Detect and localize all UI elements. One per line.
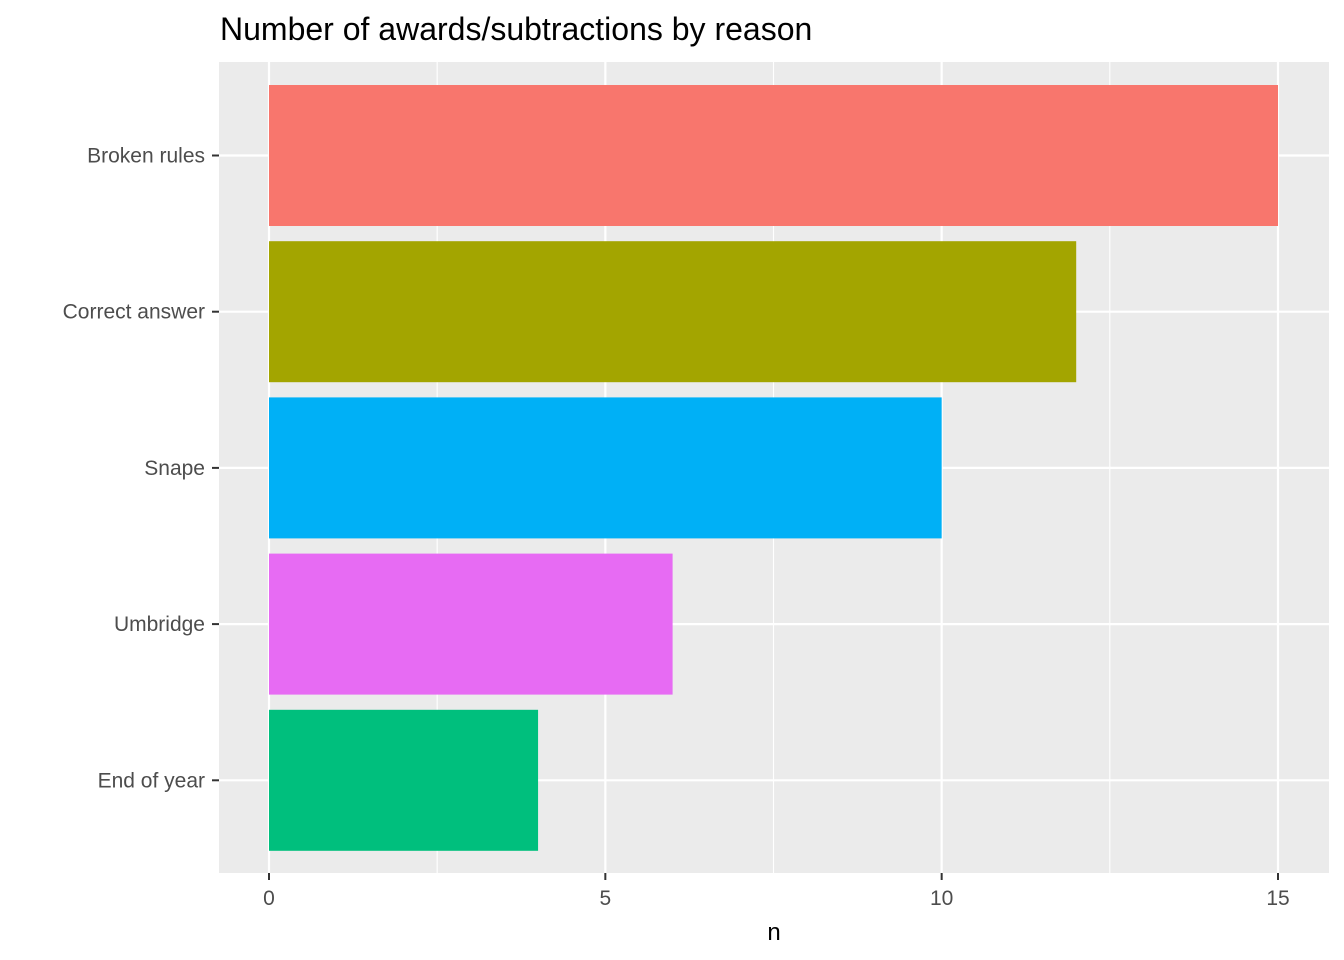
bar	[269, 709, 539, 851]
x-tick-label: 5	[599, 887, 611, 910]
x-tick-label: 15	[1266, 887, 1289, 910]
y-tick-label: Snape	[144, 457, 205, 480]
bar	[269, 397, 942, 539]
x-tick-label: 0	[263, 887, 275, 910]
bar	[269, 85, 1278, 226]
y-tick-label: Correct answer	[63, 301, 205, 324]
y-tick-label: Broken rules	[87, 145, 205, 168]
bar	[269, 553, 673, 695]
y-tick-label: Umbridge	[114, 613, 205, 636]
y-tick-label: End of year	[98, 769, 205, 792]
chart-title: Number of awards/subtractions by reason	[220, 11, 812, 47]
y-axis: Broken rules Correct answer Snape Umbridge E…	[63, 145, 219, 792]
bar	[269, 241, 1077, 383]
x-axis: 0 5 10 15	[263, 873, 1290, 910]
x-axis-title: n	[767, 919, 780, 946]
bars	[269, 85, 1278, 851]
x-tick-label: 10	[930, 887, 953, 910]
